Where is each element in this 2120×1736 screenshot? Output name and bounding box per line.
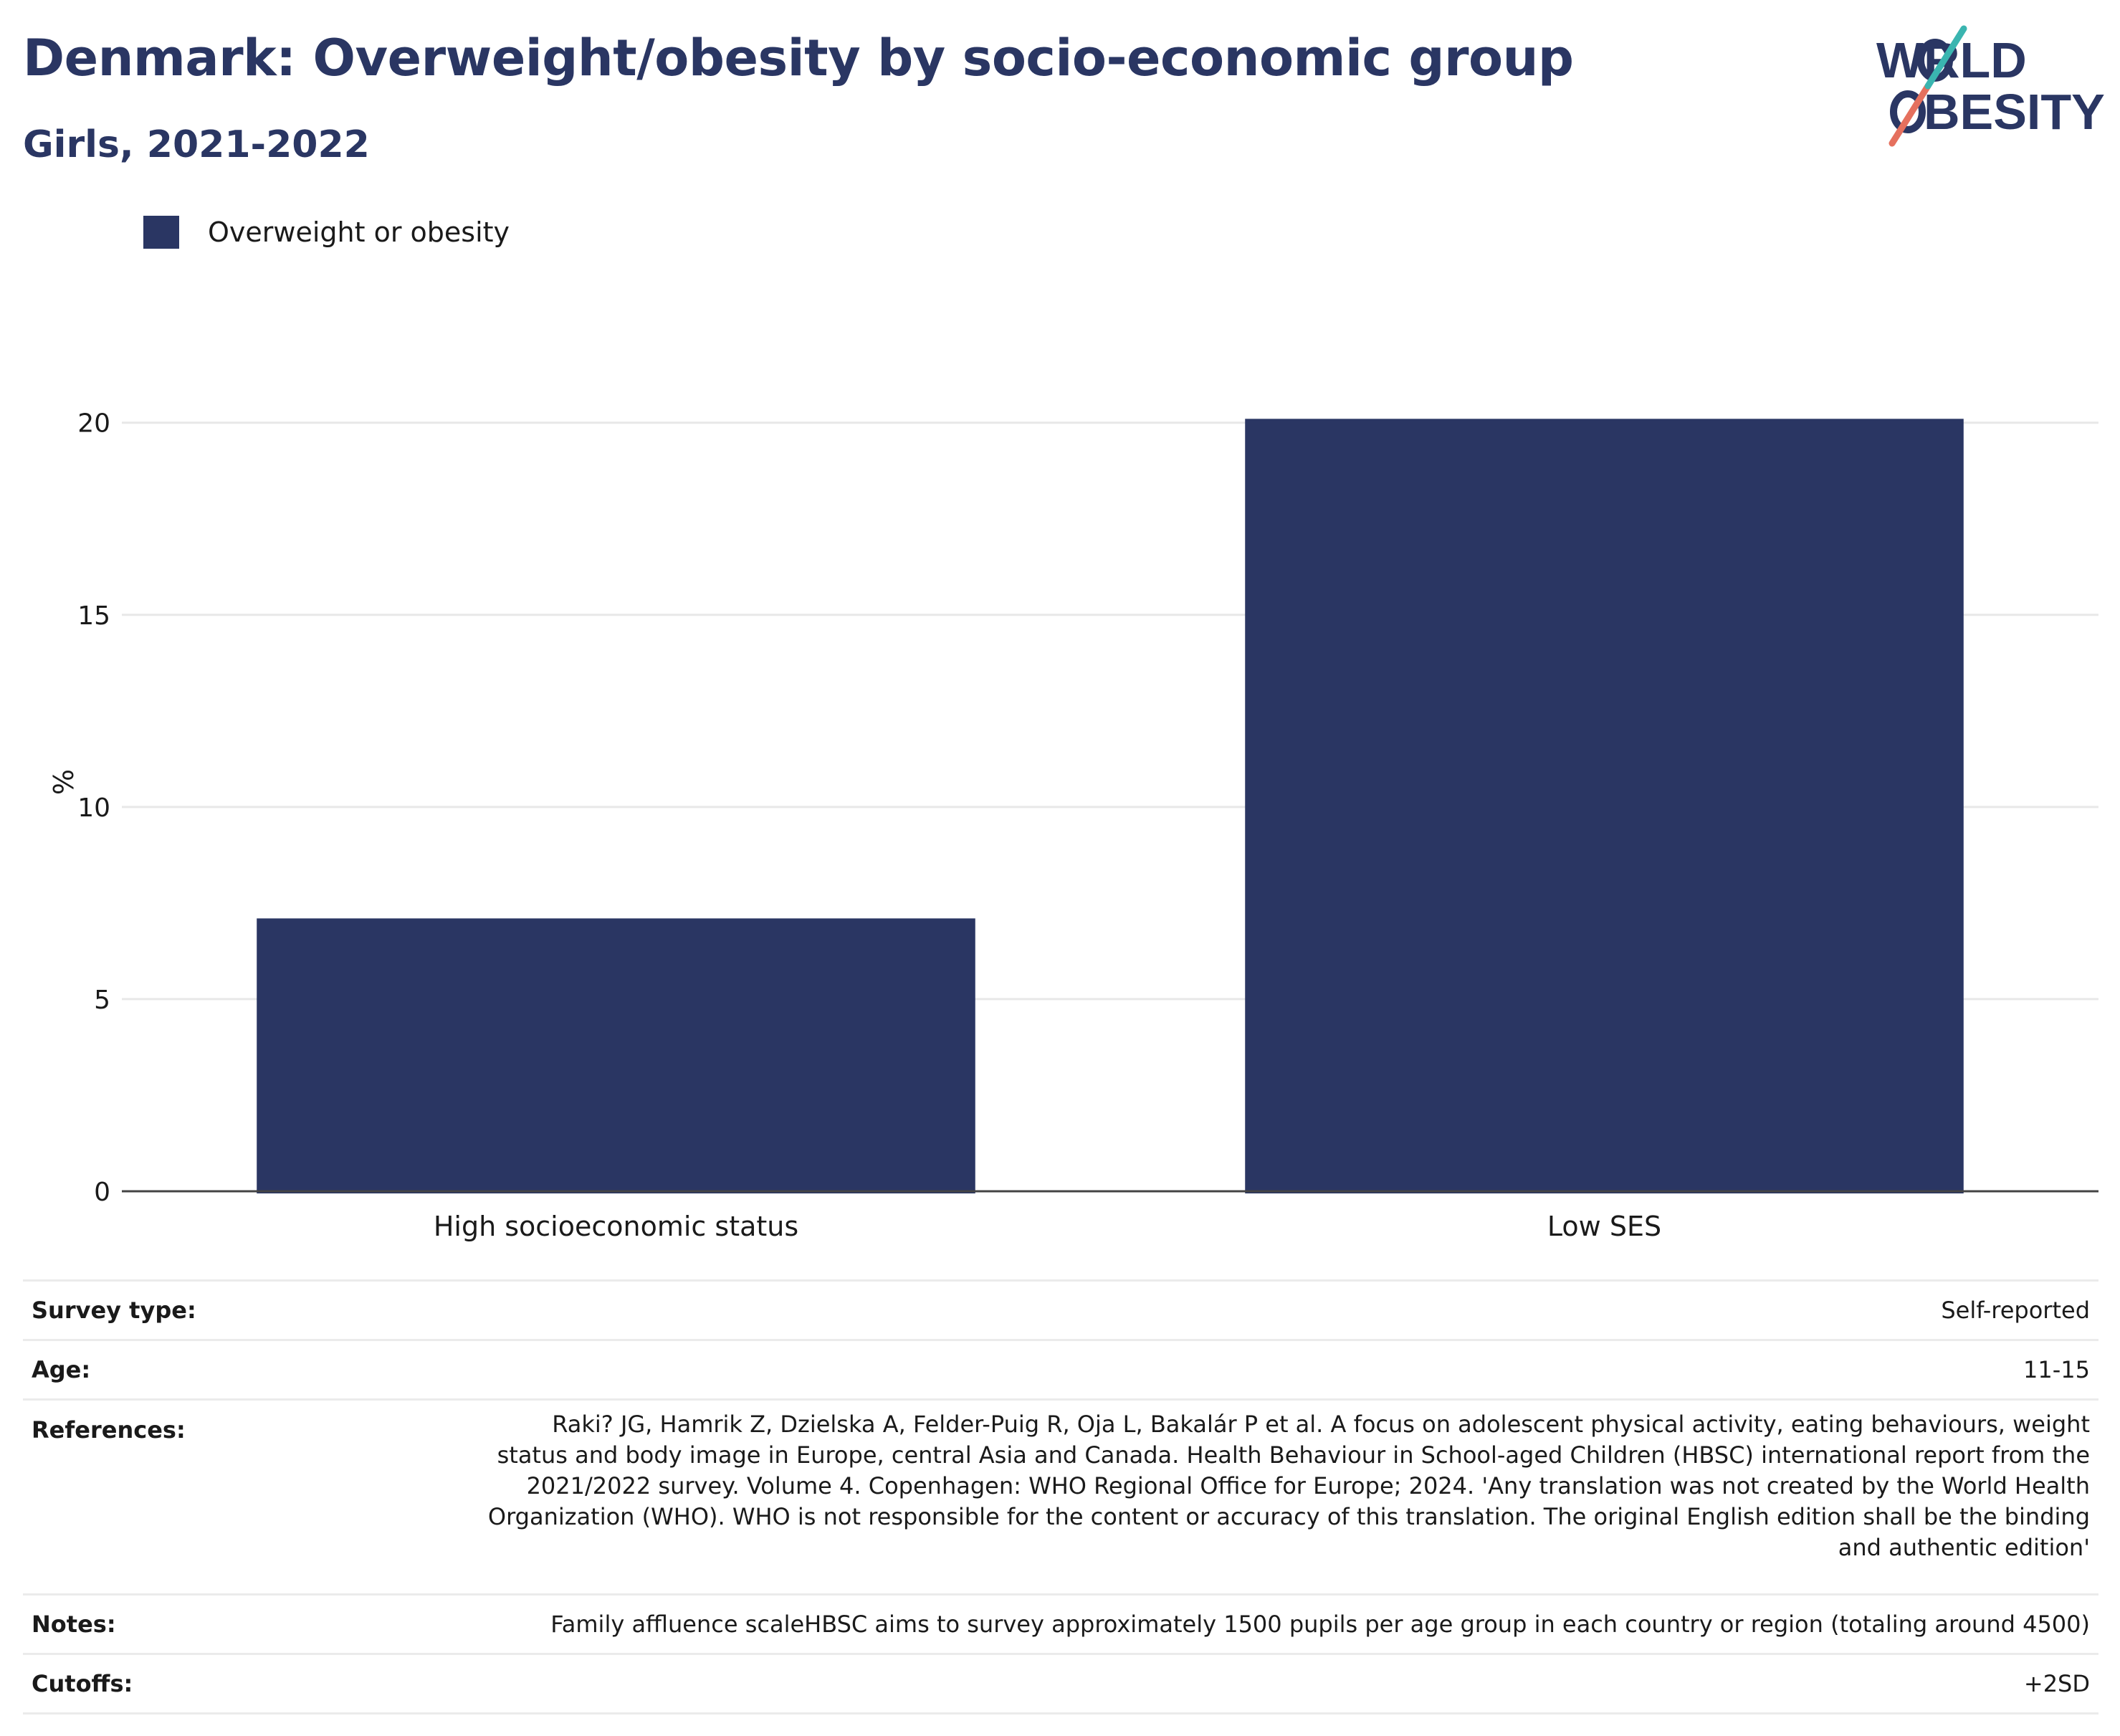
y-tick-label: 10: [77, 793, 110, 823]
bar: [257, 918, 975, 1193]
chart-subtitle: Girls, 2021-2022: [23, 123, 370, 166]
legend-swatch: [143, 216, 179, 249]
x-tick-label: High socioeconomic status: [434, 1211, 798, 1242]
legend-label: Overweight or obesity: [208, 216, 510, 248]
info-label: Age:: [23, 1339, 398, 1400]
y-tick-label: 15: [77, 601, 110, 631]
info-row-cutoffs: Cutoffs: +2SD: [23, 1653, 2098, 1714]
bar: [1245, 419, 1964, 1193]
svg-text:W: W: [1876, 32, 1924, 88]
info-value: Family affluence scaleHBSC aims to surve…: [398, 1593, 2098, 1654]
info-label: Cutoffs:: [23, 1653, 398, 1714]
info-row-references: References: Raki? JG, Hamrik Z, Dzielska…: [23, 1398, 2098, 1595]
y-tick-label: 5: [94, 986, 110, 1015]
info-label: Survey type:: [23, 1279, 398, 1340]
info-label: References:: [23, 1398, 398, 1595]
chart-legend: Overweight or obesity: [143, 214, 510, 251]
info-value: Raki? JG, Hamrik Z, Dzielska A, Felder-P…: [487, 1411, 2090, 1561]
info-table: Survey type: Self-reported Age: 11-15 Re…: [23, 1279, 2098, 1714]
info-value: 11-15: [398, 1339, 2098, 1400]
info-label: Notes:: [23, 1593, 398, 1654]
bar-chart: 0 5 10 15 20% High socioeconomic status Low SE…: [47, 409, 2098, 1242]
y-tick-label: 20: [77, 409, 110, 439]
info-value: +2SD: [398, 1653, 2098, 1714]
info-row-notes: Notes: Family affluence scaleHBSC aims t…: [23, 1593, 2098, 1654]
world-obesity-logo: W RLD BESITY: [1876, 25, 2105, 147]
y-tick-label: 0: [94, 1178, 110, 1207]
info-value: Self-reported: [398, 1279, 2098, 1340]
svg-text:BESITY: BESITY: [1924, 84, 2105, 140]
info-row-survey-type: Survey type: Self-reported: [23, 1279, 2098, 1340]
info-row-age: Age: 11-15: [23, 1339, 2098, 1400]
chart-title: Denmark: Overweight/obesity by socio-eco…: [23, 29, 1574, 87]
x-tick-label: Low SES: [1547, 1211, 1661, 1242]
y-axis-label: %: [47, 769, 78, 795]
